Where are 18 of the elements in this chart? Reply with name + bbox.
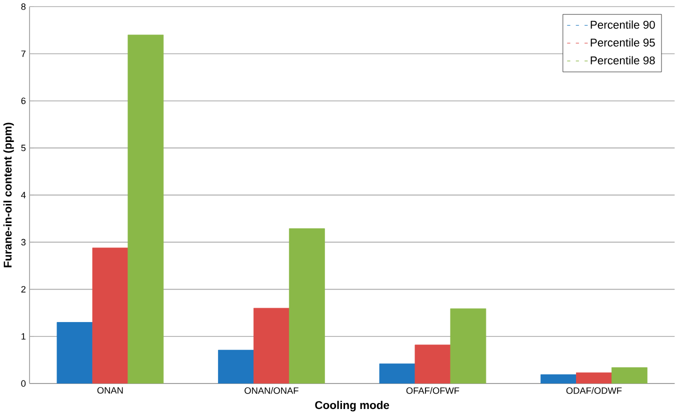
x-tick-label: ONAN/ONAF: [244, 387, 298, 394]
y-tick-label: 2: [21, 286, 26, 293]
legend-label: Percentile 90: [590, 20, 655, 29]
x-tick-label: OFAF/OFWF: [406, 387, 460, 394]
legend-label: Percentile 98: [590, 56, 655, 65]
x-tick-label: ONAN: [97, 387, 123, 394]
y-tick-label: 1: [22, 333, 26, 340]
x-axis-title: Cooling mode: [315, 400, 390, 412]
y-tick-label: 4: [21, 192, 26, 198]
y-axis-title: Furane-in-oil content (ppm): [3, 122, 14, 268]
x-tick-label: ODAF/ODWF: [566, 387, 622, 394]
y-tick-label: 8: [21, 4, 26, 10]
y-tick-label: 0: [21, 380, 26, 387]
y-tick-label: 7: [21, 50, 26, 58]
y-tick-label: 6: [21, 98, 26, 104]
legend-label: Percentile 95: [590, 38, 655, 47]
y-tick-label: 5: [21, 144, 26, 152]
y-tick-label: 3: [21, 239, 26, 246]
